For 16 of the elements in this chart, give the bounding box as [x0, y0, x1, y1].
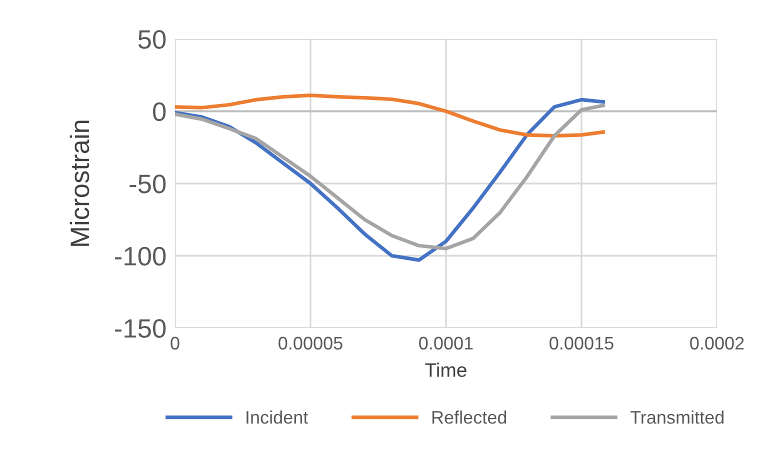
legend-label: Incident: [246, 410, 308, 424]
y-axis-title: Microstrain: [70, 120, 90, 246]
x-tick-label: 0.00005: [278, 336, 342, 350]
x-tick-label: 0: [170, 336, 180, 350]
y-tick-label: 50: [138, 30, 166, 49]
x-tick-label: 0.00015: [550, 336, 614, 350]
x-tick-label: 0.0001: [419, 336, 473, 350]
line-series: [175, 94, 605, 138]
legend-label: Reflected: [432, 410, 506, 424]
x-tick-label: 0.0002: [690, 336, 744, 350]
y-tick-label: -50: [130, 174, 166, 194]
legend-label: Transmitted: [630, 410, 724, 424]
y-tick-label: 0: [153, 102, 166, 122]
x-axis-title: Time: [425, 362, 466, 377]
y-tick-label: -150: [115, 319, 166, 338]
y-tick-label: -100: [115, 246, 166, 266]
